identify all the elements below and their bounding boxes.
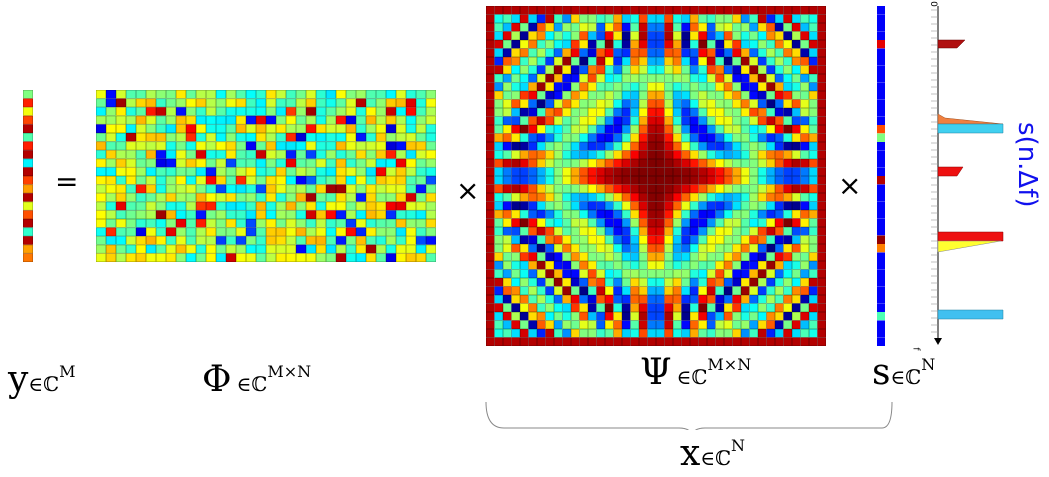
label-psi: Ψ ∈ℂM×N [640, 352, 752, 393]
spectrum-peak [937, 240, 1002, 253]
spectrum-peak [937, 309, 1004, 320]
phi-matrix [96, 90, 436, 262]
axis-zero-label: 0 [927, 1, 938, 7]
label-phi: Φ ∈ℂM×N [202, 359, 312, 400]
label-y: y∈ℂM [8, 359, 76, 400]
spectrum-axis-title: s(n.Δf) [1012, 122, 1042, 208]
s-vector [877, 6, 885, 346]
spectrum-peak [937, 39, 966, 49]
y-vector [23, 90, 33, 262]
spectrum-peak [937, 113, 1004, 125]
spectrum-peak [937, 123, 1004, 134]
times-sign-1: × [456, 174, 480, 207]
times-sign-2: × [838, 169, 862, 202]
label-x: x∈ℂN [680, 433, 746, 474]
spectrum-peak [937, 231, 1004, 242]
spectrum-plot [931, 6, 1004, 345]
psi-matrix [486, 6, 826, 346]
axis-end-label: f [910, 347, 921, 351]
brace-x [485, 401, 893, 430]
spectrum-peak [937, 166, 964, 177]
spectrum-peaks [937, 39, 1004, 320]
label-s: s∈ℂN [872, 352, 936, 393]
equals-sign: = [55, 165, 79, 198]
